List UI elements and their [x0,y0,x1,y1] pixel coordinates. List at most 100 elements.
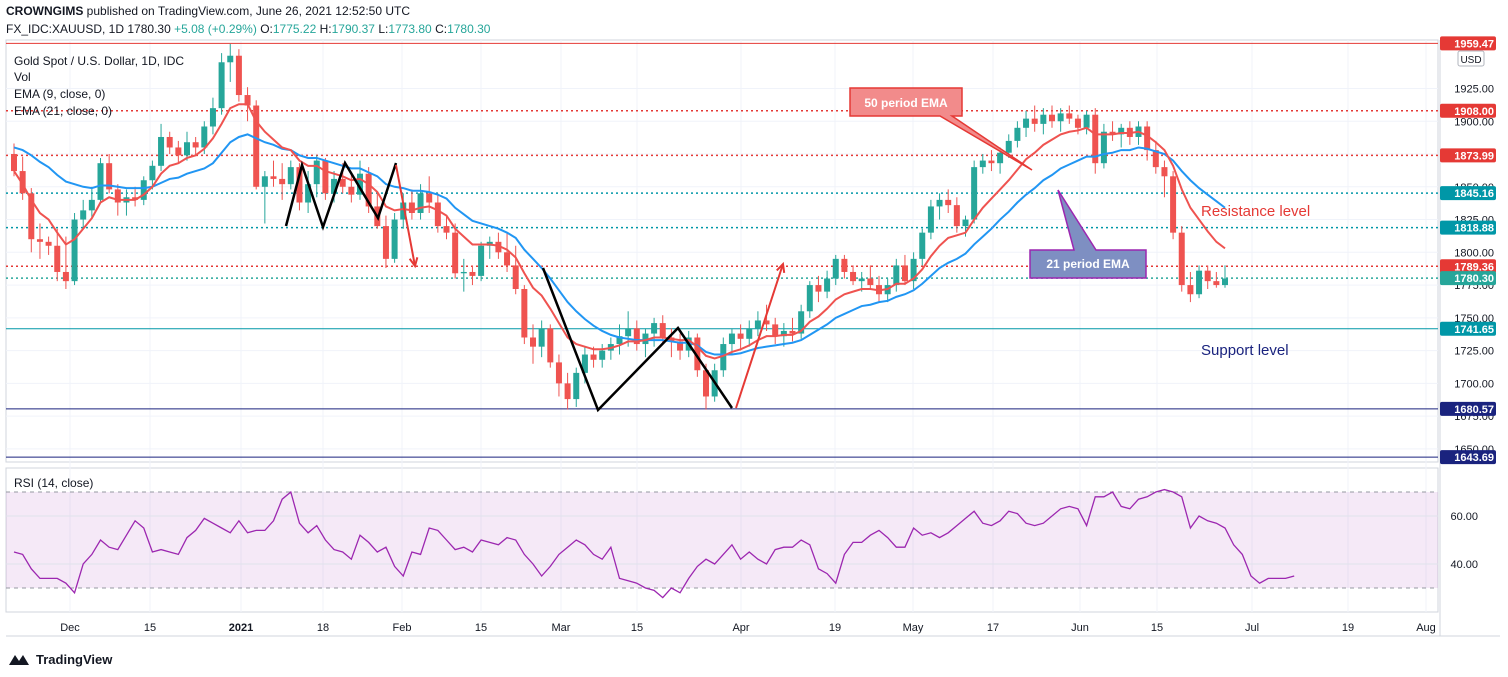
candle-body [1031,118,1038,124]
candle-body [703,370,709,397]
close-label: C: [435,22,448,36]
x-tick-label: Jul [1245,622,1259,634]
candle-body [1144,126,1151,151]
ema9-line [13,103,1226,360]
candle-body [901,265,908,282]
price-level-tag [1440,103,1496,118]
candle-body [184,142,190,156]
candle-body [253,105,260,187]
candle-body [1023,118,1030,128]
candle-body [158,136,165,166]
candle-body [720,344,727,371]
price-level-label: 1845.16 [1454,188,1494,200]
price-level-tag [1440,36,1496,51]
candle-body [530,337,536,347]
symbol-label: FX_IDC:XAUUSD, 1D [6,22,125,36]
ema21-line [13,133,1226,356]
high-value: 1790.37 [331,22,375,36]
candle-body [287,167,294,185]
x-tick-label: Apr [732,622,749,634]
tradingview-branding[interactable]: TradingView [8,648,112,670]
ema21-callout-text: 21 period EMA [1046,257,1130,271]
candle-body [106,163,113,190]
candle-body [728,333,735,345]
candle-body [1109,131,1116,135]
breakout-arrow-head [776,261,786,274]
last-price: 1780.30 [127,22,171,36]
candle-body [408,202,415,213]
candle-body [953,205,960,227]
price-axis-label: 1900.00 [1454,116,1494,128]
candle-body [815,285,822,292]
candle-body [244,95,251,106]
double-bottom-drawing [541,267,734,413]
candle-body [1092,114,1099,164]
candle-body [149,165,156,181]
candle-body [850,271,857,282]
candle-body [1074,118,1081,128]
x-tick-label: 17 [987,622,999,634]
publish-info: CROWNGIMS published on TradingView.com, … [6,4,410,18]
price-level-tag [1440,186,1496,201]
legend-vol: Vol [14,70,31,84]
chart-title: Gold Spot / U.S. Dollar, 1D, IDC [14,54,184,68]
currency-label: USD [1460,55,1481,66]
candle-body [590,354,597,360]
price-pane-frame [5,39,1439,463]
candle-body [434,202,441,227]
open-label: O: [260,22,273,36]
candle-body [936,199,943,207]
rsi-axis-label: 60.00 [1450,511,1478,523]
price-level-label: 1818.88 [1454,223,1494,235]
candle-body [391,219,398,259]
x-tick-label: 15 [144,622,156,634]
candle-body [279,178,286,185]
support-label: Support level [1201,342,1289,359]
candle-body [201,126,208,148]
high-label: H: [319,22,332,36]
candle-body [927,206,934,233]
x-tick-label: 2021 [229,622,253,634]
ema50-callout-text: 50 period EMA [864,96,948,110]
candle-body [296,167,303,203]
currency-badge [1457,50,1485,67]
close-value: 1780.30 [447,22,491,36]
candle-body [1014,127,1021,141]
tradingview-brand-text: TradingView [36,651,113,667]
ema50-callout-box [849,87,1033,171]
candle-body [919,232,926,259]
rsi-axis-label: 40.00 [1450,559,1478,571]
price-level-tag [1440,271,1496,286]
price-level-label: 1789.36 [1454,261,1494,273]
candle-body [633,328,640,345]
candle-body [305,184,312,203]
x-tick-label: 19 [1342,622,1354,634]
breakdown-arrow [395,164,416,267]
candle-body [452,232,459,274]
candle-body [175,147,182,156]
candle-body [460,271,467,274]
x-tick-label: 15 [475,622,487,634]
candle-body [114,189,121,203]
price-axis-label: 1800.00 [1454,247,1494,259]
price-axis-label: 1725.00 [1454,346,1494,358]
candle-body [599,350,606,360]
x-tick-label: 19 [829,622,841,634]
candle-body [910,258,917,282]
candle-body [962,219,969,227]
candle-body [495,241,502,253]
candle-body [659,323,666,338]
candle-body [1118,127,1125,135]
legend-ema21: EMA (21, close, 0) [14,104,112,118]
candle-body [677,341,684,351]
candle-body [45,241,52,246]
candle-body [28,193,35,240]
rsi-legend: RSI (14, close) [14,476,93,490]
low-label: L: [378,22,389,36]
candle-body [988,160,995,164]
candle-body [54,245,61,272]
breakout-arrow [735,263,784,409]
candle-body [1057,113,1064,122]
candle-body [555,362,562,384]
